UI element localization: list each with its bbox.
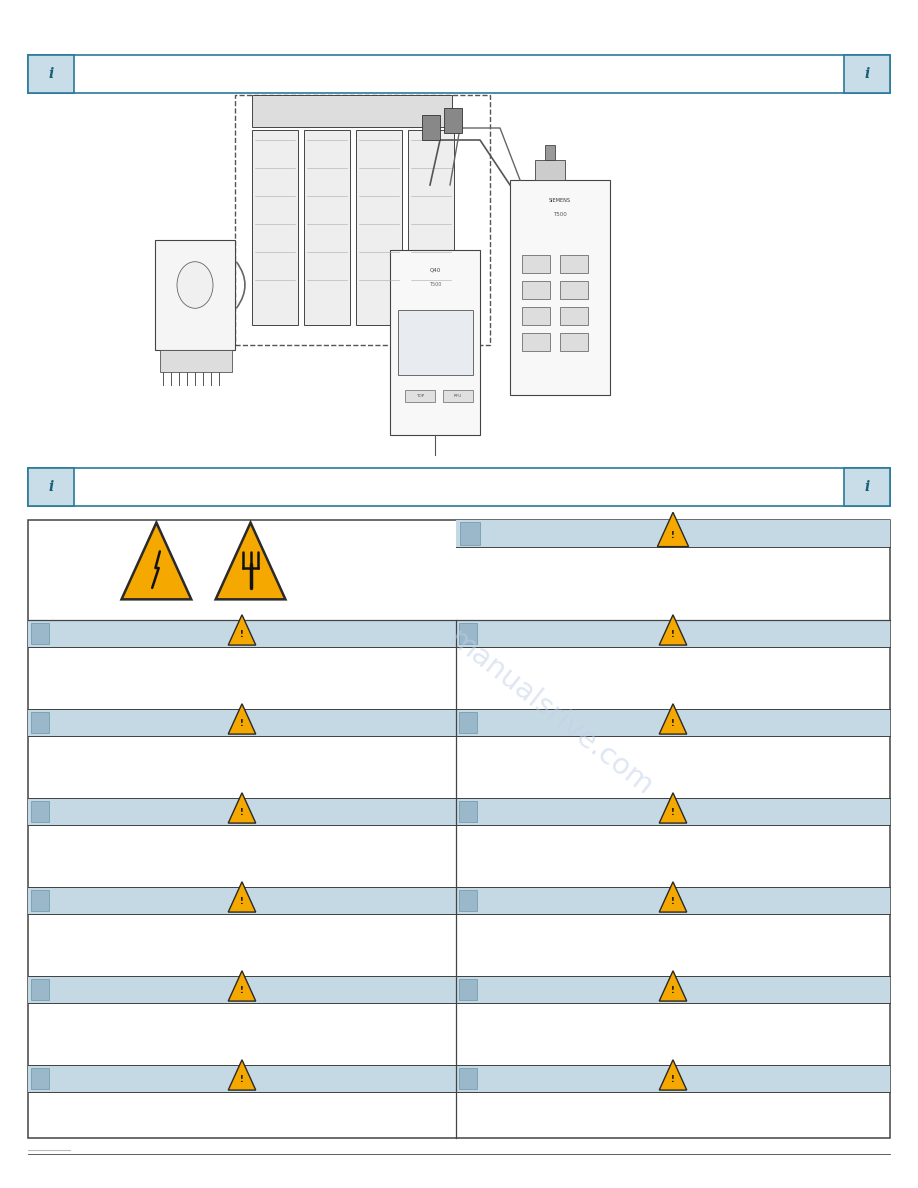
FancyBboxPatch shape xyxy=(443,390,473,402)
FancyBboxPatch shape xyxy=(28,709,456,737)
FancyBboxPatch shape xyxy=(522,282,550,299)
FancyBboxPatch shape xyxy=(235,95,490,345)
FancyBboxPatch shape xyxy=(456,709,890,737)
Polygon shape xyxy=(229,703,256,734)
Text: !: ! xyxy=(671,808,675,817)
Polygon shape xyxy=(657,512,688,546)
Polygon shape xyxy=(229,1060,256,1091)
Text: Q40: Q40 xyxy=(430,267,441,272)
Polygon shape xyxy=(229,881,256,912)
FancyBboxPatch shape xyxy=(28,1064,456,1092)
FancyBboxPatch shape xyxy=(844,468,890,506)
Text: i: i xyxy=(865,67,869,81)
FancyBboxPatch shape xyxy=(398,310,473,375)
Text: !: ! xyxy=(671,897,675,906)
FancyBboxPatch shape xyxy=(522,333,550,350)
FancyBboxPatch shape xyxy=(155,240,235,350)
FancyBboxPatch shape xyxy=(252,95,452,127)
FancyBboxPatch shape xyxy=(28,887,456,914)
FancyBboxPatch shape xyxy=(28,468,890,506)
Polygon shape xyxy=(216,523,285,599)
FancyBboxPatch shape xyxy=(28,977,456,1003)
Text: !: ! xyxy=(240,720,244,728)
Polygon shape xyxy=(229,792,256,823)
FancyBboxPatch shape xyxy=(252,129,298,326)
FancyBboxPatch shape xyxy=(28,55,890,93)
FancyBboxPatch shape xyxy=(459,1068,477,1089)
Polygon shape xyxy=(229,614,256,645)
Text: T500: T500 xyxy=(429,283,442,287)
Polygon shape xyxy=(659,881,687,912)
FancyBboxPatch shape xyxy=(28,55,74,93)
FancyBboxPatch shape xyxy=(390,249,480,435)
Polygon shape xyxy=(229,971,256,1001)
Text: RFU: RFU xyxy=(453,394,462,398)
FancyBboxPatch shape xyxy=(31,623,49,644)
FancyBboxPatch shape xyxy=(456,1064,890,1092)
FancyBboxPatch shape xyxy=(28,620,456,647)
FancyBboxPatch shape xyxy=(405,390,435,402)
FancyBboxPatch shape xyxy=(522,255,550,273)
FancyBboxPatch shape xyxy=(304,129,350,326)
Polygon shape xyxy=(659,614,687,645)
Polygon shape xyxy=(121,523,191,599)
FancyBboxPatch shape xyxy=(456,620,890,647)
Text: !: ! xyxy=(671,1075,675,1085)
FancyBboxPatch shape xyxy=(560,282,588,299)
FancyBboxPatch shape xyxy=(160,350,232,372)
Text: !: ! xyxy=(240,986,244,996)
FancyBboxPatch shape xyxy=(459,712,477,733)
Text: TOP: TOP xyxy=(416,394,424,398)
FancyBboxPatch shape xyxy=(456,798,890,824)
FancyBboxPatch shape xyxy=(28,798,456,824)
Text: i: i xyxy=(865,480,869,494)
Text: !: ! xyxy=(240,897,244,906)
FancyBboxPatch shape xyxy=(844,55,890,93)
FancyBboxPatch shape xyxy=(31,979,49,1000)
Text: !: ! xyxy=(240,631,244,639)
Polygon shape xyxy=(659,792,687,823)
Text: manualsrive.com: manualsrive.com xyxy=(443,625,658,801)
FancyBboxPatch shape xyxy=(459,979,477,1000)
FancyBboxPatch shape xyxy=(456,520,890,546)
FancyBboxPatch shape xyxy=(31,712,49,733)
Text: !: ! xyxy=(671,986,675,996)
FancyBboxPatch shape xyxy=(459,890,477,911)
FancyBboxPatch shape xyxy=(31,1068,49,1089)
Text: !: ! xyxy=(240,1075,244,1085)
FancyBboxPatch shape xyxy=(444,108,462,133)
FancyBboxPatch shape xyxy=(456,887,890,914)
FancyBboxPatch shape xyxy=(356,129,402,326)
FancyBboxPatch shape xyxy=(459,623,477,644)
Polygon shape xyxy=(659,1060,687,1091)
FancyBboxPatch shape xyxy=(422,115,440,140)
Polygon shape xyxy=(659,703,687,734)
FancyBboxPatch shape xyxy=(28,520,890,1138)
Text: i: i xyxy=(49,480,53,494)
FancyBboxPatch shape xyxy=(510,181,610,394)
Text: !: ! xyxy=(240,808,244,817)
FancyBboxPatch shape xyxy=(459,801,477,822)
Polygon shape xyxy=(659,971,687,1001)
FancyBboxPatch shape xyxy=(31,890,49,911)
Text: T500: T500 xyxy=(554,213,567,217)
FancyBboxPatch shape xyxy=(460,523,480,544)
Text: !: ! xyxy=(671,531,675,539)
Circle shape xyxy=(177,261,213,309)
FancyBboxPatch shape xyxy=(535,160,565,181)
FancyBboxPatch shape xyxy=(545,145,555,160)
Text: !: ! xyxy=(671,720,675,728)
FancyBboxPatch shape xyxy=(408,129,454,326)
FancyBboxPatch shape xyxy=(522,307,550,326)
FancyBboxPatch shape xyxy=(560,255,588,273)
FancyBboxPatch shape xyxy=(456,977,890,1003)
Text: i: i xyxy=(49,67,53,81)
FancyBboxPatch shape xyxy=(560,333,588,350)
Text: SIEMENS: SIEMENS xyxy=(549,197,571,202)
FancyBboxPatch shape xyxy=(28,468,74,506)
FancyBboxPatch shape xyxy=(560,307,588,326)
Text: !: ! xyxy=(671,631,675,639)
FancyBboxPatch shape xyxy=(31,801,49,822)
